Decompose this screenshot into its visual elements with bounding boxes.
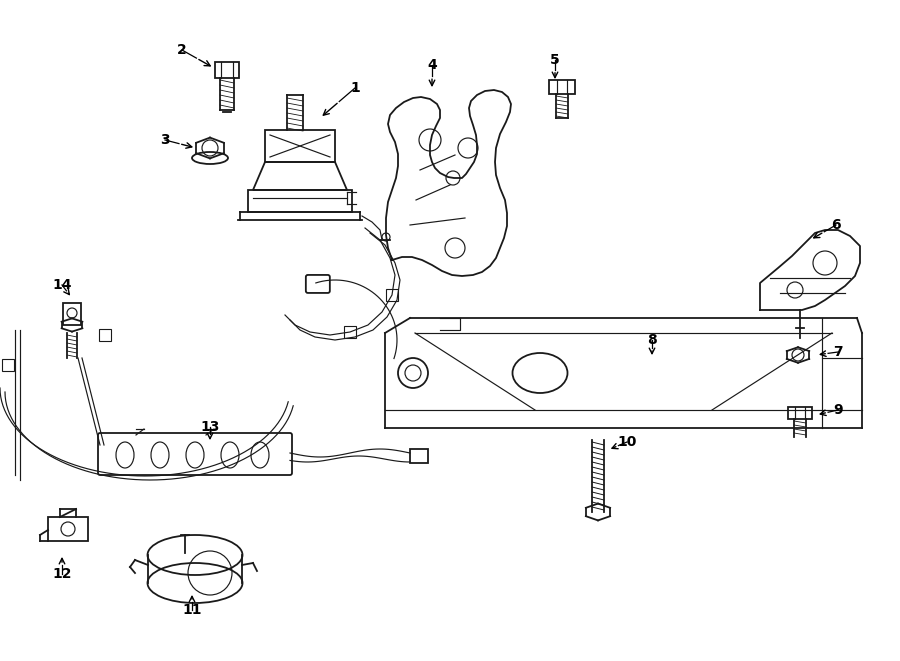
Text: 2: 2 (177, 43, 187, 57)
Text: 3: 3 (160, 133, 170, 147)
Text: 1: 1 (350, 81, 360, 95)
Text: 4: 4 (428, 58, 436, 72)
Text: 10: 10 (617, 435, 636, 449)
Text: 9: 9 (833, 403, 842, 417)
Text: 7: 7 (833, 345, 842, 359)
Text: 13: 13 (201, 420, 220, 434)
Text: 8: 8 (647, 333, 657, 347)
Text: 6: 6 (832, 218, 841, 232)
Text: 14: 14 (52, 278, 72, 292)
Text: 11: 11 (182, 603, 202, 617)
Text: 12: 12 (52, 567, 72, 581)
Text: 5: 5 (550, 53, 560, 67)
